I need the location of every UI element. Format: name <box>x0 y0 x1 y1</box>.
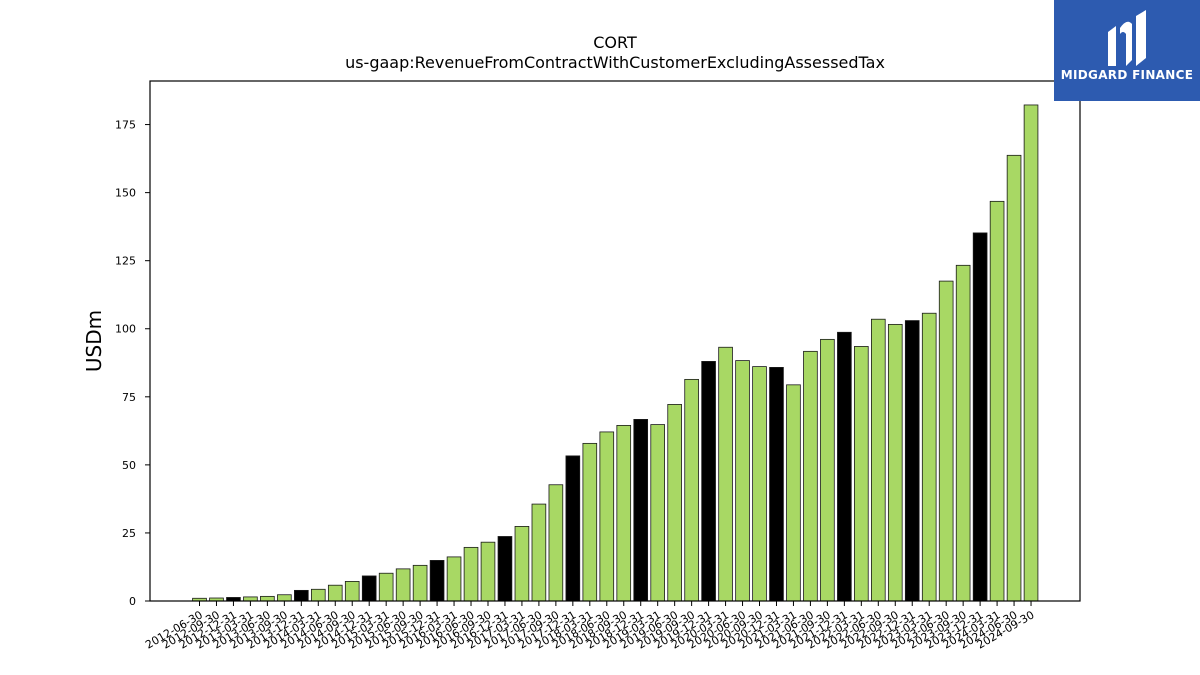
y-axis: 0 25 50 75 100 125 150 175 <box>115 119 150 608</box>
bar <box>718 346 733 602</box>
midgard-finance-logo: MIDGARD FINANCE <box>1054 0 1200 101</box>
bar <box>531 503 547 602</box>
logo-mark-icon <box>1108 10 1146 66</box>
bar <box>820 338 835 602</box>
bar <box>565 455 581 602</box>
y-tick-label: 25 <box>122 527 136 540</box>
y-tick-label: 150 <box>115 187 136 200</box>
bar <box>769 367 784 602</box>
x-axis: 2012-06-302012-09-302012-12-312013-03-31… <box>143 601 1037 652</box>
y-tick-label: 175 <box>115 119 136 132</box>
bar <box>599 431 615 602</box>
chart-subtitle: us-gaap:RevenueFromContractWithCustomerE… <box>345 53 885 72</box>
bar <box>514 526 530 602</box>
bar <box>497 536 513 602</box>
bar <box>243 596 258 602</box>
bar <box>277 594 292 602</box>
bar <box>582 442 598 602</box>
bar <box>921 312 937 602</box>
bar <box>803 350 818 602</box>
plot-frame <box>149 80 1081 602</box>
bar <box>294 589 309 602</box>
y-tick-label: 75 <box>122 391 136 404</box>
bar <box>752 366 767 602</box>
bar <box>955 264 971 602</box>
y-tick-label: 0 <box>129 595 136 608</box>
bar <box>310 588 326 602</box>
bar-series <box>192 104 1039 602</box>
bar <box>972 232 988 602</box>
bar <box>887 323 903 602</box>
bar <box>1023 104 1039 602</box>
bar <box>480 541 496 602</box>
bar <box>260 595 275 602</box>
bar <box>701 361 716 602</box>
bar <box>735 360 750 602</box>
logo-text: MIDGARD FINANCE <box>1060 68 1194 82</box>
bar <box>904 320 920 602</box>
bar <box>429 560 445 602</box>
bar <box>837 331 852 602</box>
bar <box>412 564 428 602</box>
bar <box>650 424 665 602</box>
bar <box>633 419 649 602</box>
bar <box>989 200 1005 602</box>
y-tick-label: 100 <box>115 323 136 336</box>
bar <box>871 318 886 602</box>
y-tick-label: 125 <box>115 255 136 268</box>
bar <box>1006 154 1022 602</box>
bar <box>327 584 343 602</box>
bar <box>361 575 377 602</box>
bar <box>854 346 869 602</box>
bar <box>344 581 360 602</box>
bar <box>616 424 632 602</box>
chart-title: CORT <box>593 33 637 52</box>
bar <box>395 568 411 602</box>
y-tick-label: 50 <box>122 459 136 472</box>
y-axis-label: USDm <box>82 310 106 372</box>
bar <box>548 484 564 602</box>
bar <box>446 556 462 602</box>
bar <box>786 384 801 602</box>
bar <box>667 404 682 602</box>
bar <box>684 378 699 602</box>
bar <box>378 572 394 602</box>
bar <box>938 280 954 602</box>
bar <box>463 546 479 602</box>
